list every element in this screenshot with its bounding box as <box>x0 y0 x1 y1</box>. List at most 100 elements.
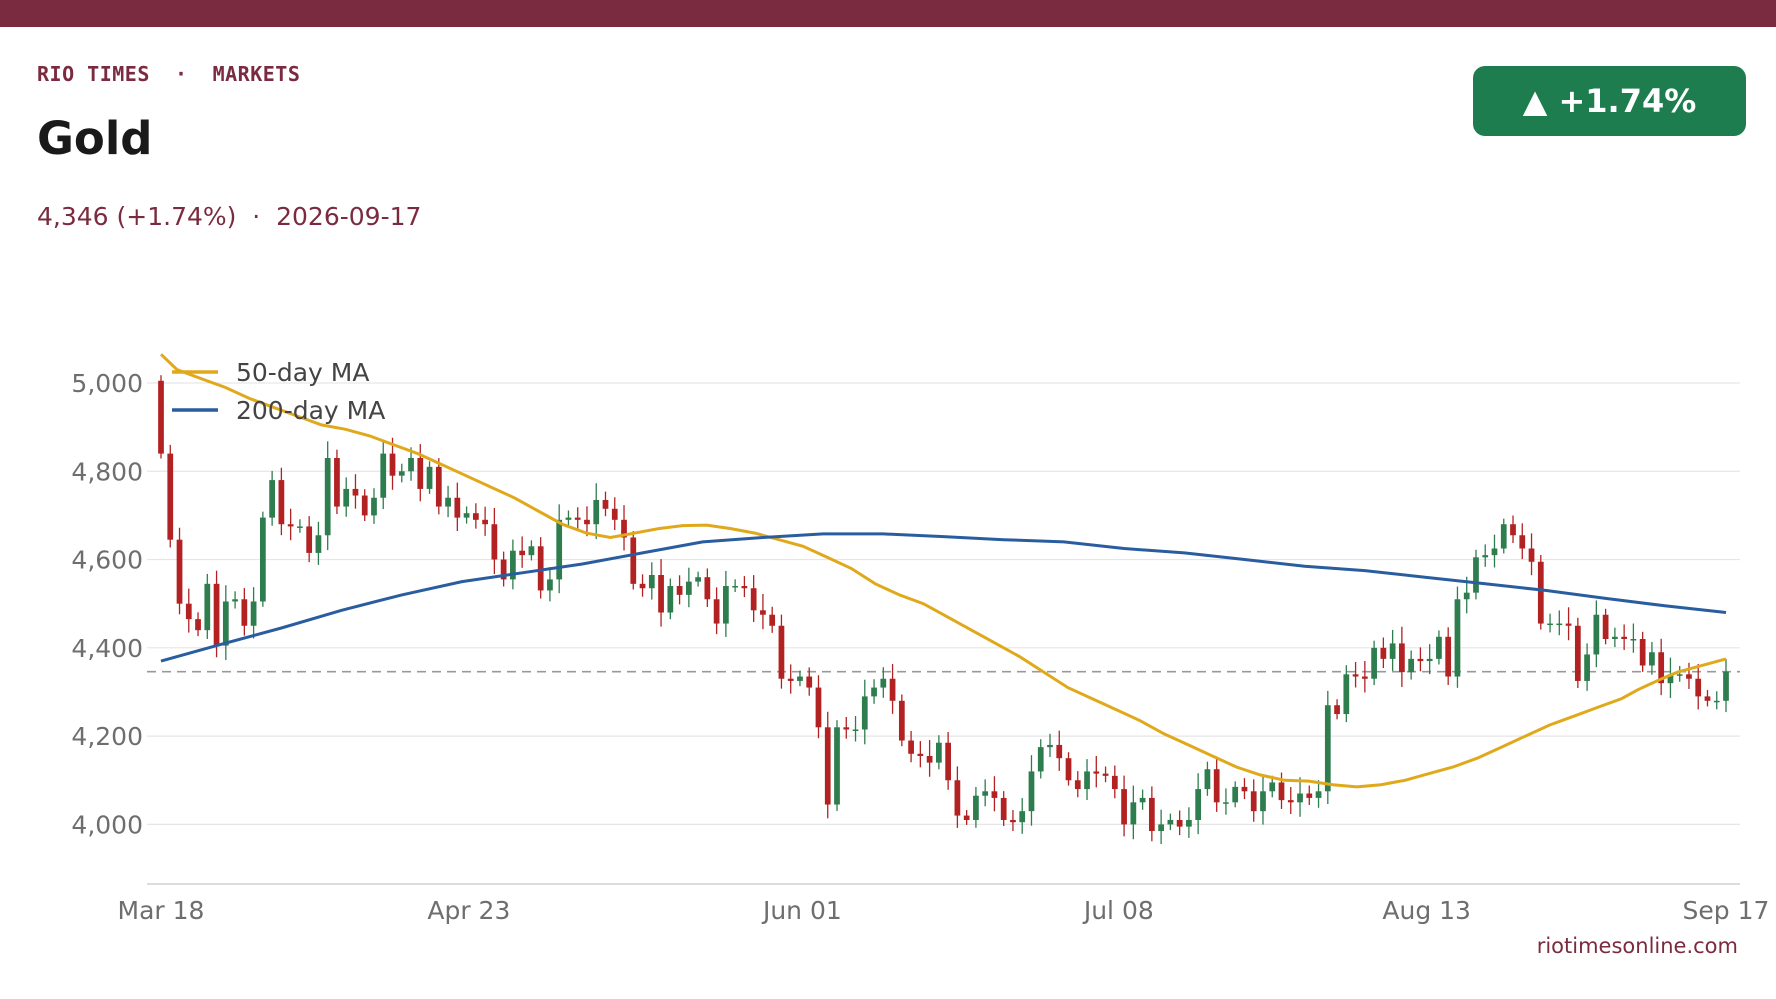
y-tick-label: 5,000 <box>71 369 143 398</box>
candle <box>1148 786 1155 842</box>
candle <box>463 506 470 524</box>
candle <box>1065 752 1072 786</box>
x-tick-label: Aug 13 <box>1382 896 1471 925</box>
candle <box>648 562 655 600</box>
candle <box>704 568 711 608</box>
candle <box>1223 788 1229 815</box>
candle <box>185 588 192 633</box>
legend: 50-day MA 200-day MA <box>172 358 385 425</box>
candle <box>537 537 544 599</box>
candle <box>861 679 868 745</box>
candle <box>1287 787 1294 814</box>
candle <box>1445 627 1452 686</box>
candle <box>1250 779 1257 822</box>
candle <box>1491 534 1498 568</box>
candle <box>380 440 387 510</box>
candle <box>843 716 850 739</box>
candle <box>232 591 238 609</box>
candle <box>1602 608 1609 645</box>
candle <box>213 570 220 658</box>
x-tick-label: Apr 23 <box>427 896 510 925</box>
candles <box>158 375 1729 845</box>
candle <box>250 587 257 639</box>
x-tick-label: Jun 01 <box>761 896 842 925</box>
candle <box>982 779 989 807</box>
candle <box>398 463 405 483</box>
candle <box>334 449 340 514</box>
candle <box>1047 733 1053 758</box>
y-tick-label: 4,600 <box>71 546 143 575</box>
candle <box>1334 699 1340 720</box>
candle <box>834 720 840 811</box>
candle <box>1352 662 1359 688</box>
candle <box>1139 789 1146 810</box>
candle <box>1000 791 1007 826</box>
candle <box>1574 617 1581 689</box>
candle <box>685 567 692 608</box>
candle <box>1399 626 1405 687</box>
candle <box>1176 810 1183 836</box>
candle <box>1649 641 1655 675</box>
candle <box>1084 759 1090 801</box>
candle <box>750 575 757 622</box>
candle <box>917 741 924 768</box>
candle <box>1723 658 1729 713</box>
candle <box>769 606 776 633</box>
candle <box>871 679 877 704</box>
candle <box>1528 533 1535 576</box>
candle <box>287 508 294 541</box>
grid-lines <box>147 382 1740 826</box>
candle <box>741 576 748 598</box>
candle <box>926 740 933 777</box>
y-tick-label: 4,200 <box>71 722 143 751</box>
x-tick-label: Sep 17 <box>1683 896 1770 925</box>
candle <box>195 612 201 637</box>
candle <box>713 587 720 635</box>
candle <box>611 497 618 531</box>
candle <box>1417 647 1424 672</box>
candle <box>1593 600 1600 668</box>
y-tick-label: 4,000 <box>71 810 143 839</box>
candle <box>1510 515 1516 544</box>
candle <box>1111 765 1118 799</box>
candle <box>1713 691 1720 710</box>
candle <box>241 588 248 636</box>
candle <box>361 489 368 522</box>
candle <box>1213 758 1220 812</box>
candle <box>389 437 396 490</box>
candle <box>787 664 794 694</box>
candle <box>1010 810 1016 832</box>
candle <box>167 444 174 548</box>
candle <box>1074 771 1081 798</box>
candle <box>547 567 553 602</box>
candle <box>1324 690 1331 805</box>
candle <box>1500 518 1507 554</box>
candle <box>1621 624 1628 650</box>
candle <box>695 571 701 587</box>
candle <box>1454 586 1461 688</box>
candle <box>1130 785 1137 840</box>
candle <box>1297 777 1303 817</box>
candle <box>760 594 766 630</box>
page-title: Gold <box>37 112 153 165</box>
candle <box>593 483 600 540</box>
candle <box>519 536 526 568</box>
candle <box>852 715 859 742</box>
candle <box>510 539 516 590</box>
candle <box>176 527 183 615</box>
candle <box>1686 662 1692 689</box>
candle <box>991 776 998 812</box>
candle <box>1037 739 1044 779</box>
candle <box>658 559 664 627</box>
candle <box>1028 755 1035 826</box>
candle <box>1343 665 1350 723</box>
candle <box>158 375 164 459</box>
candle <box>1204 761 1211 796</box>
candle <box>621 505 627 551</box>
candle <box>1371 640 1377 686</box>
candle <box>824 711 831 819</box>
candle <box>1102 766 1109 783</box>
candle <box>426 461 433 494</box>
candle <box>1241 778 1248 800</box>
ma200-line <box>160 532 1727 663</box>
